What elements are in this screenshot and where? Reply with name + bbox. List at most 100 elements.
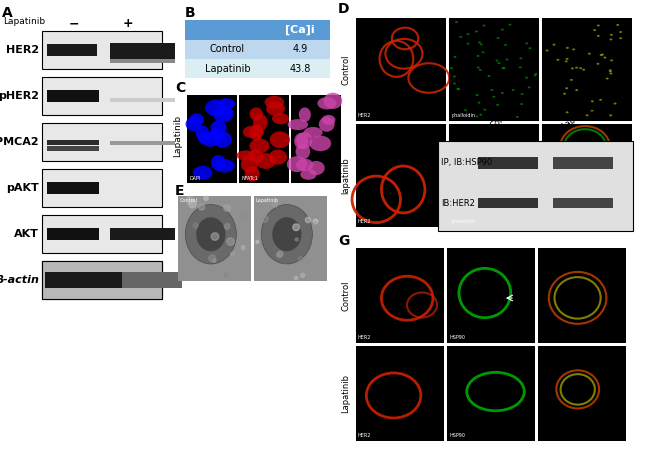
Ellipse shape (196, 217, 226, 251)
Ellipse shape (566, 47, 569, 49)
Bar (185, 20, 270, 40)
Text: pHER2: pHER2 (0, 91, 39, 101)
Circle shape (224, 205, 231, 211)
Circle shape (272, 201, 278, 208)
Bar (447, 346, 535, 441)
Ellipse shape (575, 67, 578, 69)
Ellipse shape (250, 124, 263, 141)
Ellipse shape (201, 131, 220, 147)
Ellipse shape (287, 156, 307, 172)
Ellipse shape (467, 33, 469, 35)
Bar (449, 124, 539, 227)
Ellipse shape (504, 44, 507, 46)
Ellipse shape (496, 104, 499, 106)
Ellipse shape (476, 94, 478, 96)
Bar (47, 228, 99, 240)
Ellipse shape (525, 42, 528, 44)
Ellipse shape (566, 58, 569, 60)
Ellipse shape (593, 29, 596, 31)
Ellipse shape (497, 37, 500, 39)
Ellipse shape (552, 44, 556, 46)
Bar (356, 18, 446, 121)
Text: phalloidin: phalloidin (451, 113, 475, 118)
Text: Lapatinib: Lapatinib (205, 63, 250, 73)
Bar (478, 157, 538, 169)
Ellipse shape (478, 102, 480, 104)
Circle shape (204, 196, 208, 200)
Ellipse shape (619, 37, 622, 39)
Ellipse shape (482, 51, 485, 53)
Ellipse shape (453, 76, 456, 78)
Ellipse shape (296, 144, 310, 159)
Bar (47, 44, 97, 56)
Bar (185, 59, 270, 78)
Bar (42, 261, 162, 299)
Ellipse shape (250, 108, 263, 120)
Ellipse shape (299, 108, 311, 122)
Ellipse shape (475, 116, 478, 118)
Bar (542, 124, 632, 227)
Ellipse shape (209, 128, 225, 141)
Bar (538, 346, 626, 441)
Bar (42, 261, 162, 299)
Ellipse shape (606, 78, 608, 79)
Ellipse shape (265, 96, 284, 109)
Text: NFATc1: NFATc1 (241, 176, 258, 181)
Ellipse shape (296, 159, 313, 171)
Bar (47, 140, 99, 145)
Circle shape (224, 273, 228, 277)
Ellipse shape (609, 114, 612, 116)
Text: A: A (2, 6, 13, 20)
Ellipse shape (610, 34, 613, 36)
Ellipse shape (528, 47, 532, 49)
Ellipse shape (214, 131, 232, 148)
Circle shape (231, 252, 235, 256)
Text: D: D (338, 2, 350, 16)
Ellipse shape (545, 50, 549, 51)
Ellipse shape (213, 108, 233, 123)
Ellipse shape (482, 25, 486, 27)
Ellipse shape (501, 29, 504, 30)
Text: F: F (428, 126, 437, 140)
Bar (110, 99, 175, 102)
Ellipse shape (309, 136, 332, 151)
Text: +: + (123, 17, 134, 30)
Text: Lapatinib: Lapatinib (174, 115, 183, 157)
Ellipse shape (502, 67, 506, 69)
Ellipse shape (189, 113, 204, 125)
Ellipse shape (512, 89, 515, 91)
Bar (553, 157, 613, 169)
Ellipse shape (575, 89, 578, 91)
Bar (449, 18, 539, 121)
Circle shape (188, 200, 196, 208)
Circle shape (241, 246, 245, 249)
Text: Lapatinib: Lapatinib (256, 198, 279, 203)
Bar (42, 123, 162, 161)
Circle shape (276, 253, 281, 258)
Circle shape (294, 277, 298, 280)
Ellipse shape (519, 58, 523, 60)
Text: E: E (175, 184, 185, 198)
Ellipse shape (601, 54, 604, 56)
Circle shape (274, 200, 277, 204)
Ellipse shape (324, 93, 343, 109)
Ellipse shape (603, 57, 606, 59)
Ellipse shape (616, 24, 619, 26)
Ellipse shape (253, 114, 268, 131)
Ellipse shape (308, 161, 325, 175)
Bar (239, 95, 289, 183)
Ellipse shape (256, 153, 276, 169)
Ellipse shape (483, 109, 486, 111)
Text: G: G (338, 234, 350, 248)
Ellipse shape (294, 133, 308, 149)
Ellipse shape (590, 109, 593, 112)
Ellipse shape (479, 114, 482, 116)
Circle shape (295, 238, 298, 241)
Ellipse shape (610, 39, 612, 40)
Ellipse shape (211, 155, 226, 171)
Text: Control: Control (210, 44, 245, 54)
Ellipse shape (619, 31, 622, 33)
Circle shape (313, 219, 318, 224)
Ellipse shape (185, 117, 202, 131)
Ellipse shape (521, 93, 523, 95)
